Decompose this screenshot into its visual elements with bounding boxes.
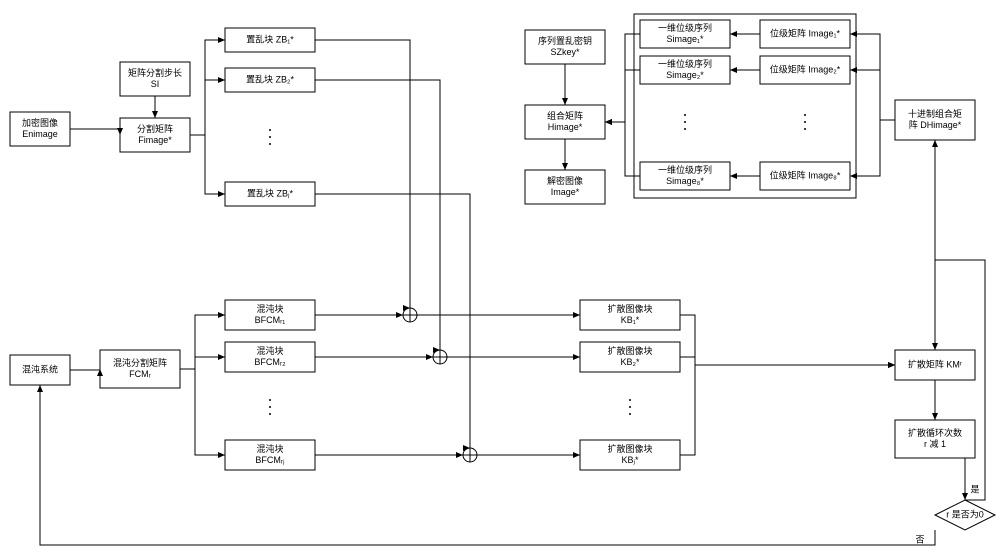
edge bbox=[850, 34, 895, 120]
node-label: 序列置乱密钥 bbox=[538, 35, 592, 46]
node-label: 组合矩阵 bbox=[547, 110, 583, 121]
edge bbox=[70, 129, 120, 135]
node-label: 十进制组合矩 bbox=[908, 108, 962, 119]
node-label: 位级矩阵 Image₈* bbox=[770, 169, 841, 180]
node-label: Simage₂* bbox=[666, 70, 704, 80]
edge bbox=[190, 135, 225, 194]
node-label: 一维位级序列 bbox=[658, 22, 712, 33]
node-label: Simage₈* bbox=[666, 176, 704, 186]
node-label: 混沌块 bbox=[256, 345, 283, 356]
node-label: 置乱块 ZBⱼ* bbox=[247, 187, 294, 198]
edge-label: 是 bbox=[970, 484, 979, 494]
node-label: 阵 DHimage* bbox=[909, 119, 962, 130]
node-label: 一维位级序列 bbox=[658, 58, 712, 69]
node-label: 扩散图像块 bbox=[607, 345, 652, 356]
edge bbox=[190, 40, 225, 135]
edge bbox=[680, 365, 895, 455]
node-label: 混沌系统 bbox=[22, 363, 58, 374]
edge bbox=[935, 458, 965, 500]
node-label: SZkey* bbox=[550, 47, 580, 57]
node-label: Image* bbox=[551, 187, 580, 197]
node-label: 加密图像 bbox=[22, 117, 58, 128]
edge bbox=[680, 357, 895, 365]
edge bbox=[315, 80, 440, 350]
node-label: FCMᵣ bbox=[129, 369, 151, 379]
node-label: 扩散图像块 bbox=[607, 443, 652, 454]
node-label: KB₁* bbox=[621, 315, 640, 325]
node-label: 混沌块 bbox=[256, 443, 283, 454]
edge bbox=[180, 357, 225, 369]
node-label: 置乱块 ZB₁* bbox=[246, 33, 294, 44]
edge bbox=[40, 385, 935, 545]
node-label: BFCMᵣ₂ bbox=[254, 357, 286, 367]
node-label: 扩散图像块 bbox=[607, 303, 652, 314]
edge bbox=[680, 315, 895, 365]
node-label: Simage₁* bbox=[666, 34, 704, 44]
edge bbox=[180, 369, 225, 455]
node-label: Himage* bbox=[548, 122, 583, 132]
node-label: BFCMᵣ₁ bbox=[255, 315, 286, 325]
node-label: SI bbox=[151, 79, 160, 89]
node-label: 分割矩阵 bbox=[137, 123, 173, 134]
node-label: KB₂* bbox=[620, 357, 639, 367]
edge-label: 否 bbox=[915, 534, 924, 544]
node-label: 混沌块 bbox=[256, 303, 283, 314]
edge bbox=[850, 120, 895, 176]
node-label: BFCMᵣⱼ bbox=[255, 455, 285, 465]
node-label: 扩散循环次数 bbox=[908, 427, 962, 438]
flowchart-canvas: 加密图像Enimage 矩阵分割步长SI 分割矩阵Fimage* 置乱块 ZB₁* 置乱… bbox=[0, 0, 1000, 558]
edge bbox=[180, 315, 225, 369]
edge bbox=[190, 80, 225, 135]
node-label: KBⱼ* bbox=[621, 455, 639, 465]
node-label: 解密图像 bbox=[547, 175, 583, 186]
edge bbox=[315, 194, 470, 448]
node-label: r 是否为0 bbox=[946, 508, 984, 519]
node-label: 扩散矩阵 KMʳ bbox=[908, 358, 962, 369]
node-label: 一维位级序列 bbox=[658, 164, 712, 175]
node-label: r 减 1 bbox=[924, 438, 946, 449]
node-label: 混沌分割矩阵 bbox=[113, 357, 167, 368]
node-label: Enimage bbox=[22, 129, 58, 139]
edge bbox=[850, 70, 895, 120]
node-label: 位级矩阵 Image₂* bbox=[770, 63, 841, 74]
node-label: 矩阵分割步长 bbox=[128, 67, 182, 78]
edge bbox=[70, 369, 100, 370]
node-label: 置乱块 ZB₂* bbox=[246, 73, 294, 84]
node-label: 位级矩阵 Image₁* bbox=[770, 27, 841, 38]
node-label: Fimage* bbox=[138, 135, 172, 145]
